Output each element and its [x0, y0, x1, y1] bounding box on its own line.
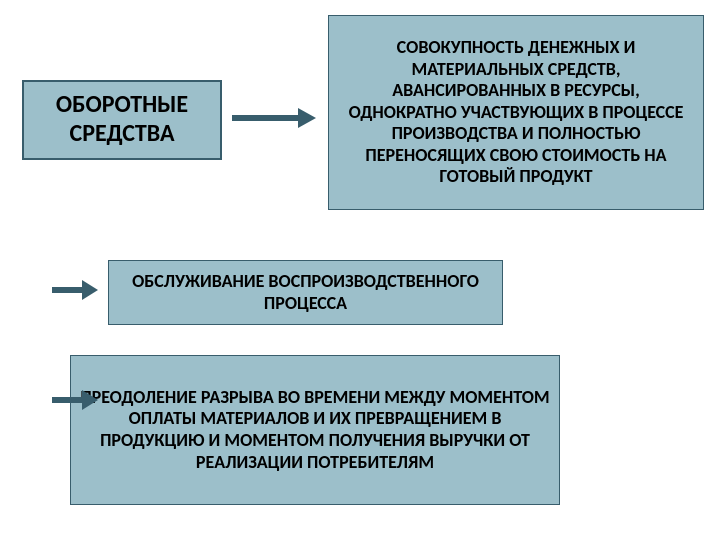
box-definition: СОВОКУПНОСТЬ ДЕНЕЖНЫХ И МАТЕРИАЛЬНЫХ СРЕ… — [328, 15, 704, 210]
box-servicing-text: ОБСЛУЖИВАНИЕ ВОСПРОИЗВОДСТВЕННОГО ПРОЦЕС… — [117, 271, 494, 314]
box-time-gap-text: ПРЕОДОЛЕНИЕ РАЗРЫВА ВО ВРЕМЕНИ МЕЖДУ МОМ… — [79, 387, 551, 473]
box-servicing: ОБСЛУЖИВАНИЕ ВОСПРОИЗВОДСТВЕННОГО ПРОЦЕС… — [108, 260, 503, 325]
box-time-gap: ПРЕОДОЛЕНИЕ РАЗРЫВА ВО ВРЕМЕНИ МЕЖДУ МОМ… — [70, 355, 560, 505]
box-working-capital-text: ОБОРОТНЫЕ СРЕДСТВА — [32, 91, 212, 149]
box-definition-text: СОВОКУПНОСТЬ ДЕНЕЖНЫХ И МАТЕРИАЛЬНЫХ СРЕ… — [337, 37, 695, 188]
box-working-capital: ОБОРОТНЫЕ СРЕДСТВА — [22, 80, 222, 160]
